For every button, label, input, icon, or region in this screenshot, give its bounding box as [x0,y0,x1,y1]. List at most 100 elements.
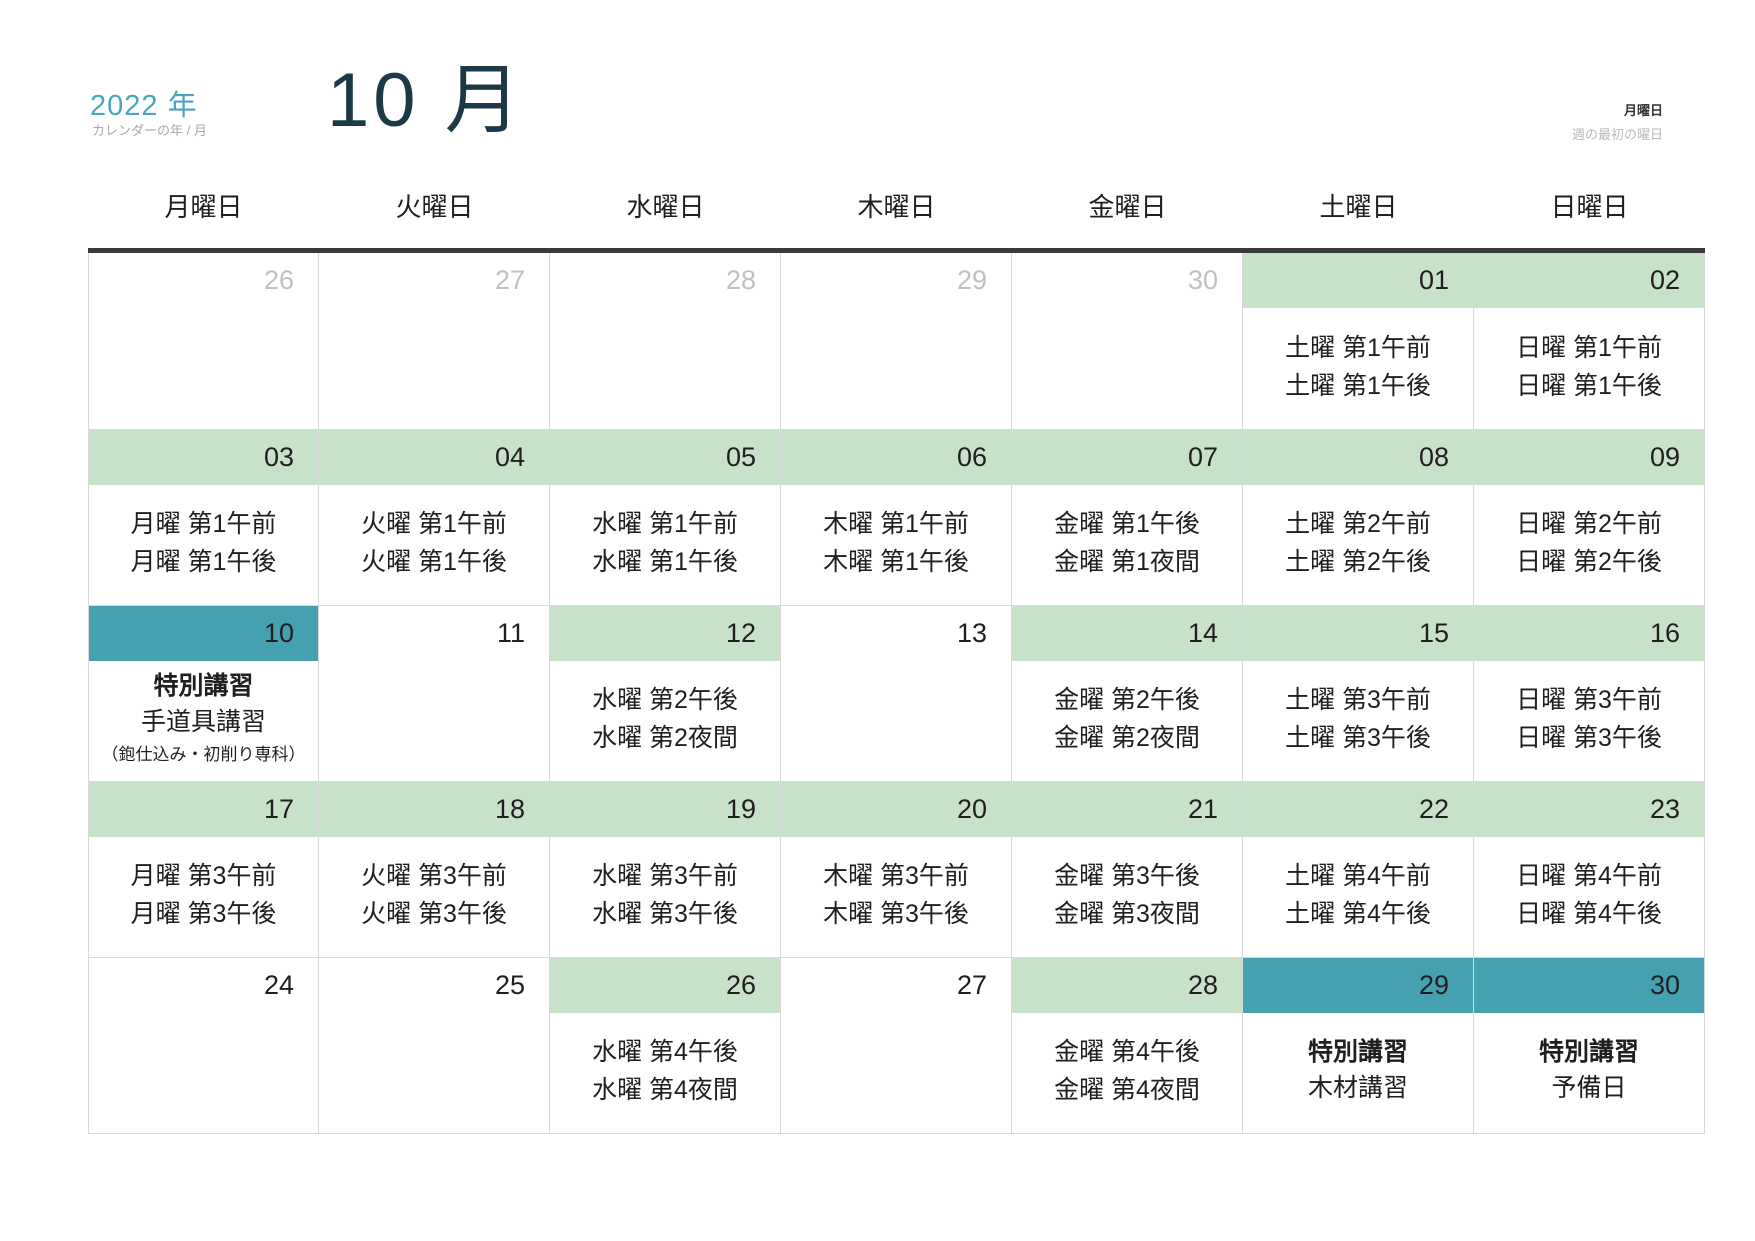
day-events [89,1013,318,1133]
day-events: 土曜 第4午前 土曜 第4午後 [1243,837,1473,957]
day-cell: 10 特別講習 手道具講習 （鉋仕込み・初削り専科） [88,606,319,781]
event-label: 特別講習 [1307,1038,1408,1066]
day-cell: 30 [1012,253,1243,429]
event-label: 木曜 第3午後 [823,900,969,928]
week-start-caption: 週の最初の曜日 [1571,127,1663,142]
day-events [319,1013,549,1133]
day-events: 月曜 第3午前 月曜 第3午後 [89,837,318,957]
day-cell: 24 [88,958,319,1133]
week-start-block: 月曜日 週の最初の曜日 [1572,100,1663,143]
day-cell: 14 金曜 第2午後 金曜 第2夜間 [1012,606,1243,781]
day-cell: 29 [781,253,1012,429]
date-number: 13 [956,618,987,648]
day-cell: 30 特別講習 予備日 [1474,958,1705,1133]
date-number: 30 [1187,265,1218,295]
day-events: 土曜 第1午前 土曜 第1午後 [1243,308,1473,429]
event-label: 日曜 第4午前 [1516,862,1662,890]
date-number: 27 [494,265,525,295]
day-events [319,308,549,429]
day-events: 日曜 第2午前 日曜 第2午後 [1474,485,1704,605]
event-label: 水曜 第1午前 [592,510,738,538]
day-cell: 25 [319,958,550,1133]
date-number: 28 [725,265,756,295]
day-events [550,308,780,429]
day-events: 日曜 第4午前 日曜 第4午後 [1474,837,1704,957]
day-events: 木曜 第3午前 木曜 第3午後 [781,837,1011,957]
date-number: 14 [1012,606,1242,661]
event-label: 水曜 第4午後 [592,1038,738,1066]
day-cell: 05 水曜 第1午前 水曜 第1午後 [550,430,781,605]
day-events: 金曜 第3午後 金曜 第3夜間 [1012,837,1242,957]
date-number: 23 [1474,782,1704,837]
day-events: 水曜 第4午後 水曜 第4夜間 [550,1013,780,1133]
date-number: 01 [1243,253,1473,308]
weekday-header-1: 月曜日 [164,192,243,222]
event-label: 水曜 第3午後 [592,900,738,928]
event-label: 水曜 第2夜間 [592,724,738,752]
weekday-header-5: 金曜日 [1088,192,1167,222]
week-row-3: 10 特別講習 手道具講習 （鉋仕込み・初削り専科） 11 12 水曜 第2午後 水曜 第2夜… [88,605,1705,781]
event-label: 土曜 第3午前 [1285,686,1431,714]
event-label: 特別講習 [1538,1038,1639,1066]
date-number: 15 [1243,606,1473,661]
day-events [1012,308,1242,429]
weekday-header-3: 水曜日 [626,192,705,222]
event-label: 金曜 第2夜間 [1054,724,1200,752]
day-cell: 18 火曜 第3午前 火曜 第3午後 [319,782,550,957]
week-row-4: 17 月曜 第3午前 月曜 第3午後 18 火曜 第3午前 火曜 第3午後 19 水曜 第3午… [88,781,1705,957]
event-label: 土曜 第1午後 [1285,371,1431,400]
week-row-1: 26 27 28 29 30 01 土曜 第1午前 土曜 第1午後 02 日曜 第1午前 日曜 第1… [88,253,1705,429]
date-number: 02 [1474,253,1704,308]
day-events [319,661,549,781]
day-events: 火曜 第1午前 火曜 第1午後 [319,485,549,605]
date-number: 27 [956,970,987,1000]
weekday-header-2: 火曜日 [395,192,474,222]
day-cell: 26 水曜 第4午後 水曜 第4夜間 [550,958,781,1133]
event-label: 金曜 第4夜間 [1054,1076,1200,1104]
day-events [781,661,1011,781]
day-events: 金曜 第4午後 金曜 第4夜間 [1012,1013,1242,1133]
date-number: 06 [781,430,1011,485]
day-events: 火曜 第3午前 火曜 第3午後 [319,837,549,957]
date-number: 21 [1012,782,1242,837]
event-label: 金曜 第3夜間 [1054,900,1200,928]
event-label: 土曜 第2午前 [1285,510,1431,538]
day-events: 土曜 第2午前 土曜 第2午後 [1243,485,1473,605]
day-cell: 21 金曜 第3午後 金曜 第3夜間 [1012,782,1243,957]
date-number: 22 [1243,782,1473,837]
day-cell: 16 日曜 第3午前 日曜 第3午後 [1474,606,1705,781]
event-label: 特別講習 [153,672,254,700]
day-cell: 19 水曜 第3午前 水曜 第3午後 [550,782,781,957]
event-label: 土曜 第4午前 [1285,862,1431,890]
day-events: 水曜 第3午前 水曜 第3午後 [550,837,780,957]
day-cell: 08 土曜 第2午前 土曜 第2午後 [1243,430,1474,605]
date-number: 10 [89,606,318,661]
weekday-header-4: 木曜日 [857,192,936,222]
event-label: 土曜 第3午後 [1285,724,1431,752]
date-number: 29 [956,265,987,295]
date-number: 05 [550,430,780,485]
day-cell: 03 月曜 第1午前 月曜 第1午後 [88,430,319,605]
event-label: 土曜 第2午後 [1285,548,1431,576]
event-label: 水曜 第1午後 [592,548,738,576]
event-label: 月曜 第3午後 [130,900,277,928]
event-label: 予備日 [1551,1074,1627,1102]
day-cell: 17 月曜 第3午前 月曜 第3午後 [88,782,319,957]
day-events: 木曜 第1午前 木曜 第1午後 [781,485,1011,605]
event-label: 日曜 第4午後 [1516,900,1662,928]
date-number: 12 [550,606,780,661]
event-label: 木曜 第1午前 [823,510,969,538]
event-label: 木材講習 [1307,1074,1408,1102]
day-cell: 15 土曜 第3午前 土曜 第3午後 [1243,606,1474,781]
event-label: 日曜 第1午後 [1516,371,1662,400]
day-events [89,308,318,429]
event-label: 月曜 第1午前 [130,510,277,538]
date-number: 28 [1012,958,1242,1013]
date-number: 29 [1243,958,1473,1013]
event-label: 日曜 第3午後 [1516,724,1662,752]
day-cell: 28 金曜 第4午後 金曜 第4夜間 [1012,958,1243,1133]
event-label: （鉋仕込み・初削り専科） [101,745,306,764]
week-row-5: 24 25 26 水曜 第4午後 水曜 第4夜間 27 28 金曜 第4午後 金曜 第4夜間 29… [88,957,1705,1133]
month-title: 10 月 [327,58,525,143]
